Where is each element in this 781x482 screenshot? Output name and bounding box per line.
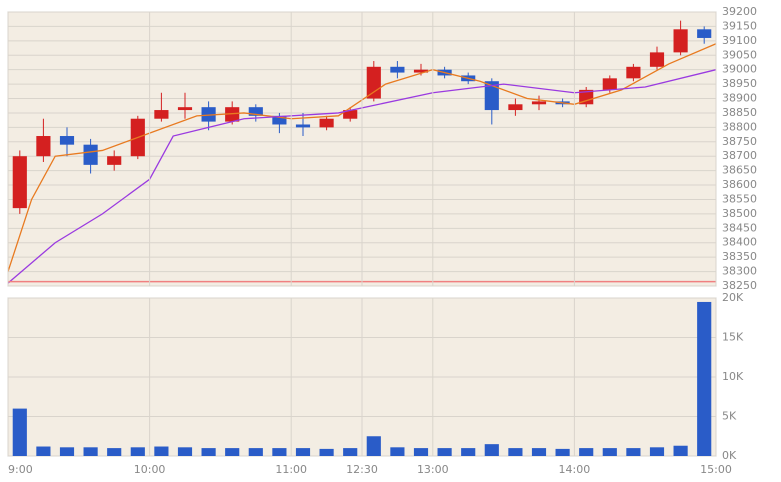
volume-bar — [177, 447, 193, 456]
candle-body — [390, 66, 405, 73]
y-tick-label: 38450 — [722, 221, 757, 234]
volume-bar — [59, 447, 75, 456]
candle-body — [36, 136, 51, 157]
x-tick-label: 13:00 — [417, 463, 449, 476]
volume-bar — [531, 448, 547, 456]
candle-body — [154, 110, 169, 119]
volume-bar — [673, 445, 688, 456]
volume-bar — [579, 448, 594, 456]
volume-bar — [225, 448, 240, 456]
candle-body — [508, 104, 523, 111]
y-tick-label: 39000 — [722, 63, 757, 76]
candle-body — [201, 107, 216, 122]
x-tick-label: 14:00 — [559, 463, 591, 476]
volume-bar — [295, 448, 311, 456]
volume-bar — [154, 446, 169, 456]
volume-bar — [107, 448, 122, 456]
candle-body — [531, 101, 547, 105]
candle-body — [649, 52, 665, 67]
y-tick-label: 38500 — [722, 207, 757, 220]
y-tick-label: 10K — [722, 370, 744, 383]
volume-bar — [248, 448, 263, 456]
x-tick-label: 9:00 — [8, 463, 33, 476]
volume-bar — [390, 447, 405, 456]
candle-body — [295, 124, 311, 128]
volume-bar — [272, 448, 287, 456]
y-tick-label: 38400 — [722, 236, 757, 249]
y-tick-label: 38600 — [722, 178, 757, 191]
volume-bar — [555, 448, 570, 456]
y-tick-label: 38950 — [722, 77, 757, 90]
y-tick-label: 38900 — [722, 92, 757, 105]
candle-body — [673, 29, 688, 53]
volume-bar — [461, 448, 476, 456]
y-tick-label: 38650 — [722, 164, 757, 177]
y-tick-label: 38750 — [722, 135, 757, 148]
candle-body — [12, 156, 27, 209]
y-tick-label: 38250 — [722, 279, 757, 292]
candle-body — [697, 29, 712, 38]
y-tick-label: 38700 — [722, 149, 757, 162]
x-tick-label: 12:30 — [346, 463, 378, 476]
y-tick-label: 38300 — [722, 265, 757, 278]
volume-bar — [319, 448, 334, 456]
volume-bar — [130, 447, 145, 456]
y-tick-label: 38800 — [722, 120, 757, 133]
candle-body — [177, 107, 193, 111]
volume-bar — [697, 301, 712, 456]
candle-body — [484, 81, 499, 111]
x-tick-label: 10:00 — [134, 463, 166, 476]
volume-bar — [649, 447, 665, 456]
candle-body — [343, 110, 358, 119]
candle-body — [59, 136, 75, 145]
candle-body — [225, 107, 240, 122]
y-tick-label: 38350 — [722, 250, 757, 263]
candle-body — [366, 66, 381, 99]
y-tick-label: 38850 — [722, 106, 757, 119]
moving-average — [7, 43, 717, 272]
volume-bar — [602, 448, 617, 456]
candle-body — [83, 144, 98, 165]
volume-bar — [437, 448, 452, 456]
y-tick-label: 15K — [722, 331, 744, 344]
volume-bar — [484, 444, 499, 456]
y-tick-label: 20K — [722, 291, 744, 304]
volume-bar — [201, 448, 216, 456]
volume-bar — [36, 446, 51, 456]
candle-body — [602, 78, 617, 90]
y-tick-label: 39150 — [722, 19, 757, 32]
candle-body — [248, 107, 263, 116]
volume-bar — [366, 436, 381, 456]
volume-bar — [626, 448, 641, 456]
volume-bar — [508, 448, 523, 456]
candle-body — [579, 89, 594, 105]
volume-bar — [413, 448, 429, 456]
y-tick-label: 39200 — [722, 5, 757, 18]
y-tick-label: 5K — [722, 410, 737, 423]
candle-body — [319, 118, 334, 128]
y-tick-label: 38550 — [722, 192, 757, 205]
volume-bar — [83, 447, 98, 456]
y-tick-label: 0K — [722, 449, 737, 462]
candle-body — [413, 69, 429, 73]
y-tick-label: 39050 — [722, 48, 757, 61]
volume-bar — [343, 448, 358, 456]
candle-body — [626, 66, 641, 79]
x-tick-label: 11:00 — [275, 463, 307, 476]
volume-bar — [12, 408, 27, 456]
y-tick-label: 39100 — [722, 34, 757, 47]
x-tick-label: 15:00 — [700, 463, 732, 476]
candle-body — [272, 115, 287, 125]
candle-body — [107, 156, 122, 165]
